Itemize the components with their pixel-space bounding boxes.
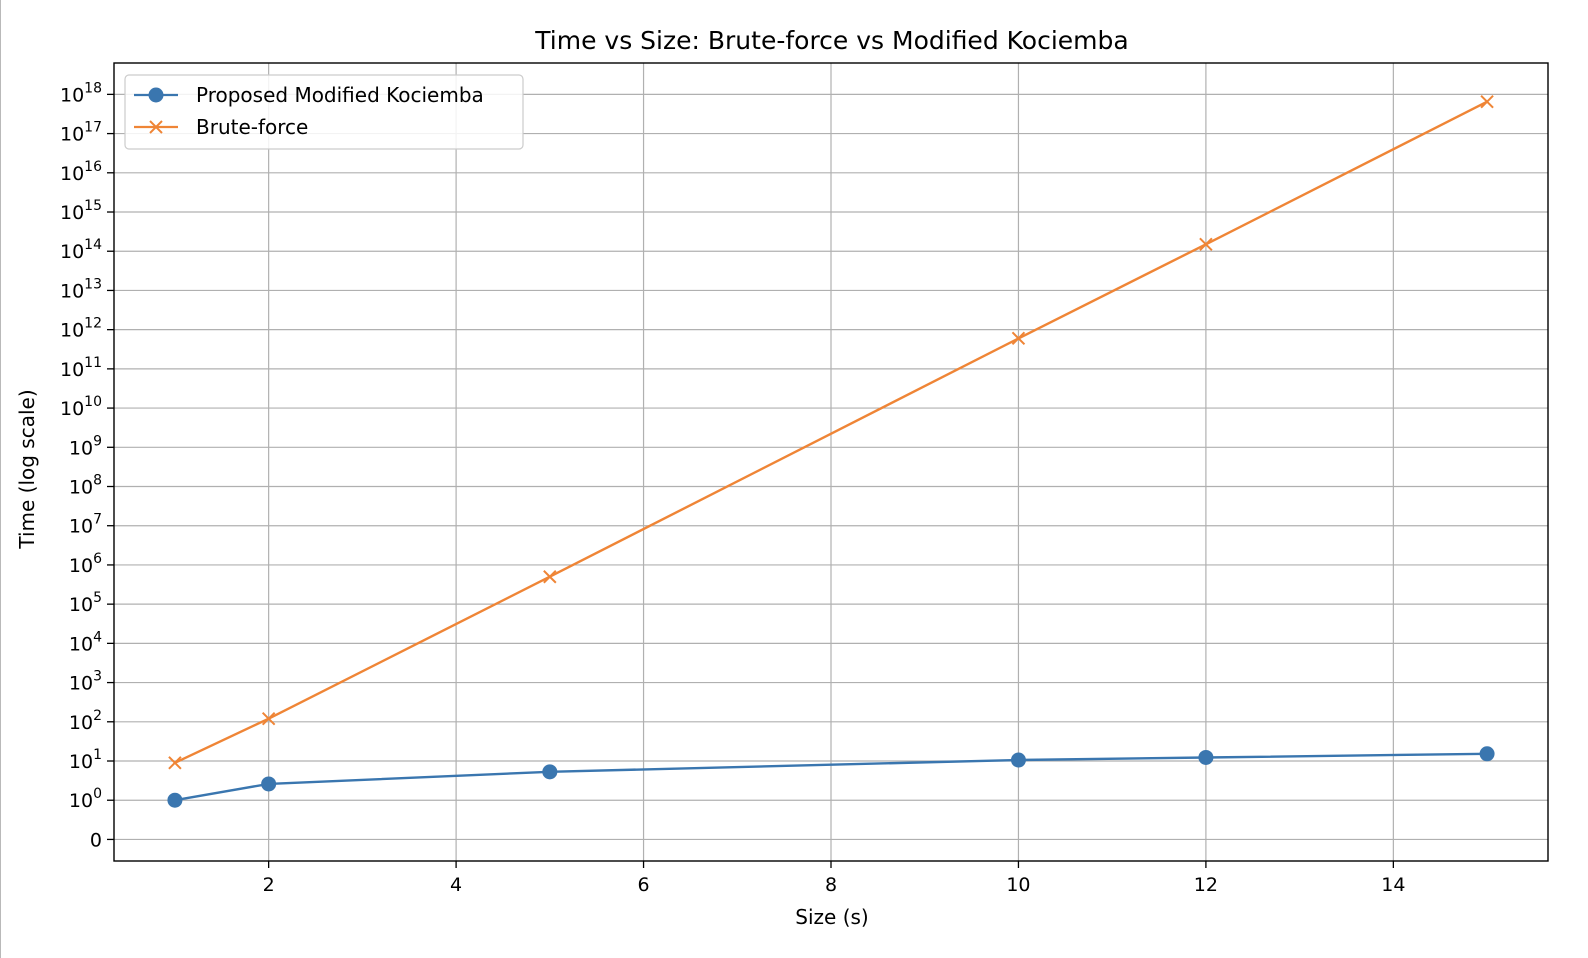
y-tick-label: 107 bbox=[69, 512, 102, 538]
y-tick-label: 1011 bbox=[60, 355, 102, 381]
y-tick-label: 1010 bbox=[60, 394, 102, 420]
y-tick-label: 0 bbox=[90, 829, 102, 851]
x-tick-label: 12 bbox=[1194, 874, 1218, 896]
y-tick-label: 102 bbox=[69, 708, 102, 734]
data-point bbox=[1479, 746, 1495, 762]
legend-marker-kociemba bbox=[148, 87, 164, 103]
series-brute-force bbox=[168, 95, 1494, 770]
legend-frame bbox=[124, 74, 524, 150]
x-tick-label: 2 bbox=[263, 874, 275, 896]
data-point bbox=[1199, 237, 1213, 252]
y-tick-label: 106 bbox=[69, 551, 102, 577]
legend-label-brute-force: Brute-force bbox=[196, 115, 308, 139]
y-tick-label: 104 bbox=[69, 629, 102, 655]
y-axis-label: Time (log scale) bbox=[15, 389, 39, 549]
legend-item-kociemba: Proposed Modified Kociemba bbox=[134, 83, 484, 107]
data-point bbox=[1198, 749, 1214, 765]
y-tick-label: 109 bbox=[69, 433, 102, 459]
data-point bbox=[1480, 95, 1494, 109]
series-kociemba bbox=[167, 746, 1495, 808]
legend-item-brute-force: Brute-force bbox=[134, 115, 308, 139]
x-axis-ticks: 2 4 6 8 10 12 14 bbox=[263, 861, 1405, 896]
data-point bbox=[543, 570, 557, 584]
x-tick-label: 8 bbox=[825, 874, 837, 896]
y-tick-label: 1013 bbox=[60, 276, 102, 302]
series-line bbox=[174, 100, 1488, 764]
legend: Proposed Modified Kociemba Brute-force bbox=[124, 74, 524, 150]
y-tick-label: 1016 bbox=[60, 159, 102, 185]
window-edge bbox=[0, 0, 1, 958]
data-point bbox=[167, 792, 183, 808]
y-tick-label: 103 bbox=[69, 669, 102, 695]
data-point bbox=[261, 711, 276, 726]
legend-label-kociemba: Proposed Modified Kociemba bbox=[196, 83, 484, 107]
x-axis-label: Size (s) bbox=[795, 905, 868, 929]
data-point bbox=[1010, 752, 1026, 768]
x-tick-label: 10 bbox=[1006, 874, 1030, 896]
y-tick-label: 101 bbox=[69, 747, 102, 773]
y-axis-ticks: 0 100 101 102 103 104 105 106 107 108 109 1010 1011 1… bbox=[60, 80, 114, 851]
y-tick-label: 108 bbox=[69, 473, 102, 499]
y-tick-label: 1014 bbox=[60, 237, 102, 263]
data-point bbox=[1011, 331, 1026, 346]
series-layer bbox=[167, 95, 1495, 808]
chart-title: Time vs Size: Brute-force vs Modified Ko… bbox=[534, 26, 1128, 55]
data-point bbox=[542, 764, 558, 780]
y-tick-label: 1012 bbox=[60, 316, 102, 342]
y-tick-label: 100 bbox=[69, 786, 102, 812]
y-tick-label: 1015 bbox=[60, 198, 102, 224]
y-tick-label: 1018 bbox=[60, 80, 102, 106]
legend-marker-brute-force bbox=[149, 120, 163, 134]
y-tick-label: 105 bbox=[69, 590, 102, 616]
x-tick-label: 4 bbox=[450, 874, 462, 896]
x-tick-label: 14 bbox=[1381, 874, 1405, 896]
data-point bbox=[261, 776, 277, 792]
y-tick-label: 1017 bbox=[60, 120, 102, 146]
data-point bbox=[168, 756, 182, 770]
series-line bbox=[174, 752, 1488, 802]
grid bbox=[114, 63, 1548, 861]
x-tick-label: 6 bbox=[638, 874, 650, 896]
